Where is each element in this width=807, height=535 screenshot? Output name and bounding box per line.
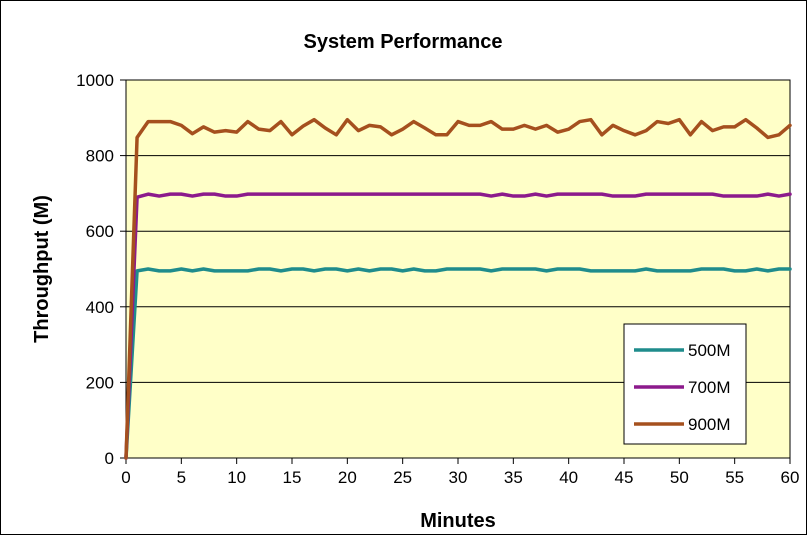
grid-lines: [126, 79, 790, 383]
y-axis: 0 200 400 600 800 1000: [76, 71, 126, 468]
series-group: [124, 117, 792, 460]
x-tick-label: 50: [670, 468, 689, 487]
x-tick-label: 35: [504, 468, 523, 487]
x-tick-label: 55: [725, 468, 744, 487]
legend-label: 500M: [688, 341, 731, 360]
series-line-900M: [124, 117, 792, 460]
series-line-500M: [124, 267, 792, 460]
legend-label: 900M: [688, 415, 731, 434]
x-tick-label: 20: [338, 468, 357, 487]
x-axis-title: Minutes: [420, 510, 496, 532]
legend-label: 700M: [688, 378, 731, 397]
y-tick-label: 200: [86, 373, 114, 392]
y-tick-label: 600: [86, 222, 114, 241]
y-tick-label: 400: [86, 298, 114, 317]
x-tick-label: 40: [559, 468, 578, 487]
x-axis: 0 5 10 15 20 25 30 35 40 45 50 55 60: [121, 458, 799, 487]
x-tick-label: 45: [615, 468, 634, 487]
y-tick-label: 0: [105, 449, 114, 468]
x-tick-label: 60: [781, 468, 800, 487]
x-tick-label: 0: [121, 468, 130, 487]
series-line-700M: [124, 192, 792, 460]
x-tick-label: 15: [283, 468, 302, 487]
x-tick-label: 25: [393, 468, 412, 487]
chart-title: System Performance: [304, 31, 503, 53]
x-tick-label: 10: [227, 468, 246, 487]
y-tick-label: 1000: [76, 71, 114, 90]
y-axis-title: Throughput (M): [31, 195, 53, 343]
legend: 500M 700M 900M: [623, 323, 747, 445]
x-tick-label: 5: [177, 468, 186, 487]
y-tick-label: 800: [86, 147, 114, 166]
x-tick-label: 30: [449, 468, 468, 487]
